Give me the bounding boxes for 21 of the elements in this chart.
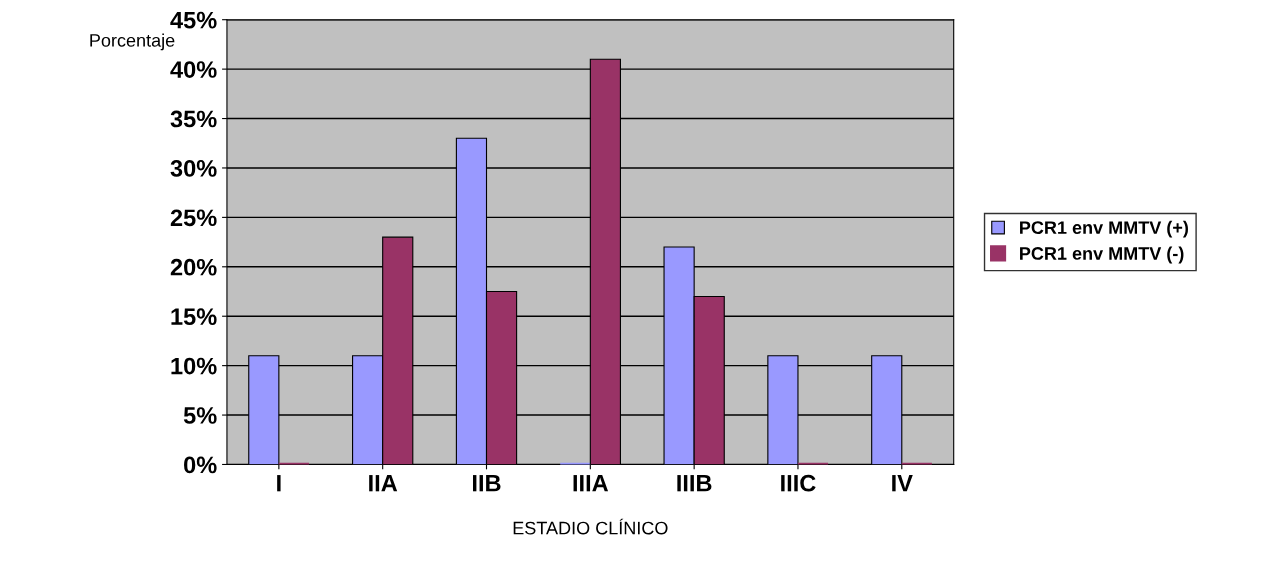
x-tick-label: IIIB — [677, 475, 712, 492]
y-tick-label: 20% — [170, 258, 217, 276]
y-tick-label: 45% — [170, 11, 217, 29]
x-tick-label: IIA — [369, 475, 398, 492]
legend-label: PCR1 env MMTV (-) — [1020, 246, 1184, 264]
x-axis-title: ESTADIO CLÍNICO — [513, 518, 668, 535]
y-tick-label: 5% — [183, 407, 217, 424]
x-tick-label: I — [277, 475, 281, 492]
y-tick-label: 15% — [171, 308, 217, 326]
x-tick-label: IIIA — [573, 475, 609, 492]
y-axis-title: Porcentaje — [90, 33, 175, 51]
x-tick-label: IIIC — [781, 474, 816, 492]
x-tick-label: IIB — [473, 475, 501, 492]
y-tick-label: 35% — [170, 110, 217, 128]
y-tick-label: 10% — [171, 357, 217, 375]
x-tick-label: IV — [892, 475, 913, 492]
legend-label: PCR1 env MMTV (+) — [1020, 220, 1188, 238]
y-tick-label: 40% — [170, 61, 217, 78]
y-tick-label: 0% — [184, 456, 217, 474]
y-tick-label: 30% — [170, 160, 217, 177]
y-tick-label: 25% — [170, 209, 217, 227]
